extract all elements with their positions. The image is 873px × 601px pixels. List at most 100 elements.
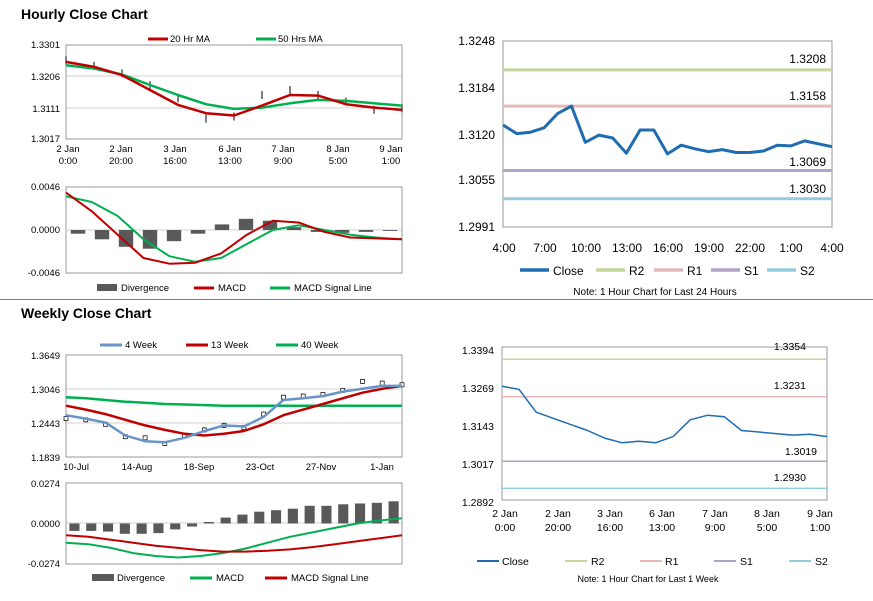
x-tick-label: 4:00 [820, 241, 844, 255]
divergence-bar [190, 230, 206, 234]
weekly-macd-chart: 0.0274 0.0000 -0.0274 Divergence MACD MA… [28, 479, 403, 584]
hourly-24h-frame [502, 40, 833, 228]
x-tick-label: 19:00 [694, 241, 724, 255]
y-tick-label: 1.3046 [31, 385, 60, 396]
ma20-line [65, 60, 403, 117]
y-tick-label: 1.3649 [31, 351, 60, 362]
s1-value-label: 1.3019 [785, 446, 817, 458]
y-tick-label: 1.1839 [31, 453, 60, 464]
divergence-bar [166, 230, 182, 242]
legend-label-50hr-ma: 50 Hrs MA [278, 34, 324, 45]
close-line [502, 104, 833, 156]
divergence-bar [238, 218, 254, 230]
close-line [501, 385, 828, 444]
x-tick-label: 22:00 [735, 241, 765, 255]
divergence-bar [94, 230, 110, 240]
divergence-bar [355, 503, 366, 524]
x-tick-label: 20:00 [109, 156, 133, 167]
divergence-bar [271, 510, 282, 524]
hourly-24h-chart: 1.3248 1.3184 1.3120 1.3055 1.2991 4:00 … [458, 34, 844, 298]
legend-label-divergence: Divergence [117, 573, 165, 584]
w40-line [65, 395, 402, 407]
section-divider [0, 299, 873, 300]
x-tick-label: 8 Jan [326, 144, 349, 155]
legend-label-macd: MACD [218, 283, 246, 294]
w13-line [65, 384, 403, 437]
divergence-bar [118, 230, 134, 247]
x-tick-label: 9 Jan [807, 508, 833, 520]
hourly-section-title: Hourly Close Chart [21, 6, 148, 22]
signal-line [65, 534, 403, 553]
x-tick-label: 16:00 [653, 241, 683, 255]
divergence-bar [388, 501, 399, 524]
y-tick-label: 1.3111 [32, 104, 60, 115]
x-tick-label: 0:00 [495, 522, 516, 534]
x-tick-label: 2 Jan [56, 144, 79, 155]
y-tick-label: 1.3394 [462, 345, 494, 357]
x-tick-label: 3 Jan [597, 508, 623, 520]
chart-note: Note: 1 Hour Chart for Last 1 Week [578, 574, 719, 584]
divergence-bar [321, 505, 332, 524]
x-tick-label: 13:00 [649, 522, 675, 534]
legend-label-r1: R1 [665, 556, 679, 568]
legend-label-r2: R2 [591, 556, 605, 568]
price-candle [63, 416, 69, 421]
legend-label-4week: 4 Week [125, 340, 157, 351]
x-tick-label: 14-Aug [122, 462, 153, 473]
macd-line [65, 191, 403, 265]
divergence-bar [170, 523, 181, 530]
ma50-line [65, 63, 403, 111]
chart-note: Note: 1 Hour Chart for Last 24 Hours [573, 287, 736, 298]
x-tick-label: 2 Jan [545, 508, 571, 520]
x-tick-label: 4:00 [492, 241, 516, 255]
legend-label-macd: MACD [216, 573, 244, 584]
price-candle [142, 435, 148, 441]
x-tick-label: 1:00 [810, 522, 831, 534]
divergence-bar [153, 523, 164, 534]
legend-label-s2: S2 [815, 556, 828, 568]
divergence-bar [203, 522, 214, 524]
divergence-bar [287, 508, 298, 524]
s1-value-label: 1.3069 [789, 155, 826, 169]
x-tick-label: 6 Jan [218, 144, 241, 155]
divergence-bar [286, 227, 302, 230]
price-candle [281, 394, 286, 400]
legend-label-r2: R2 [629, 264, 645, 278]
r2-value-label: 1.3208 [789, 52, 826, 66]
x-tick-label: 16:00 [163, 156, 187, 167]
weekly-price-chart: 1.3649 1.3046 1.2443 1.1839 10-Jul 14-Au… [31, 340, 405, 473]
legend-label-13week: 13 Week [211, 340, 249, 351]
x-tick-label: 2 Jan [492, 508, 518, 520]
hourly-week-frame [501, 346, 828, 501]
divergence-bar [214, 224, 230, 230]
divergence-bar [334, 230, 350, 233]
weekly-macd-frame [65, 482, 403, 565]
r1-value-label: 1.3231 [774, 380, 806, 392]
divergence-bar [119, 523, 130, 534]
x-tick-label: 3 Jan [163, 144, 186, 155]
legend-swatch-divergence [97, 284, 117, 291]
x-tick-label: 5:00 [329, 156, 348, 167]
y-tick-label: 1.3248 [458, 34, 495, 48]
divergence-bar [187, 523, 198, 527]
x-tick-label: 20:00 [545, 522, 571, 534]
divergence-bar [382, 230, 398, 231]
divergence-bar [70, 230, 86, 234]
x-tick-label: 0:00 [59, 156, 78, 167]
y-tick-label: 1.3184 [458, 81, 495, 95]
y-tick-label: 0.0046 [31, 182, 60, 193]
legend-label-r1: R1 [687, 264, 703, 278]
divergence-bar [262, 220, 278, 230]
y-tick-label: 1.2443 [31, 419, 60, 430]
y-tick-label: 0.0000 [31, 225, 60, 236]
divergence-bar [338, 504, 349, 524]
y-tick-label: 0.0274 [31, 479, 60, 490]
x-tick-label: 2 Jan [109, 144, 132, 155]
x-tick-label: 23-Oct [246, 462, 275, 473]
legend-label-close: Close [502, 556, 529, 568]
divergence-bar [304, 505, 315, 524]
legend-label-40week: 40 Week [301, 340, 339, 351]
r2-value-label: 1.3354 [774, 341, 806, 353]
w4-line [65, 384, 402, 444]
r1-value-label: 1.3158 [789, 89, 826, 103]
